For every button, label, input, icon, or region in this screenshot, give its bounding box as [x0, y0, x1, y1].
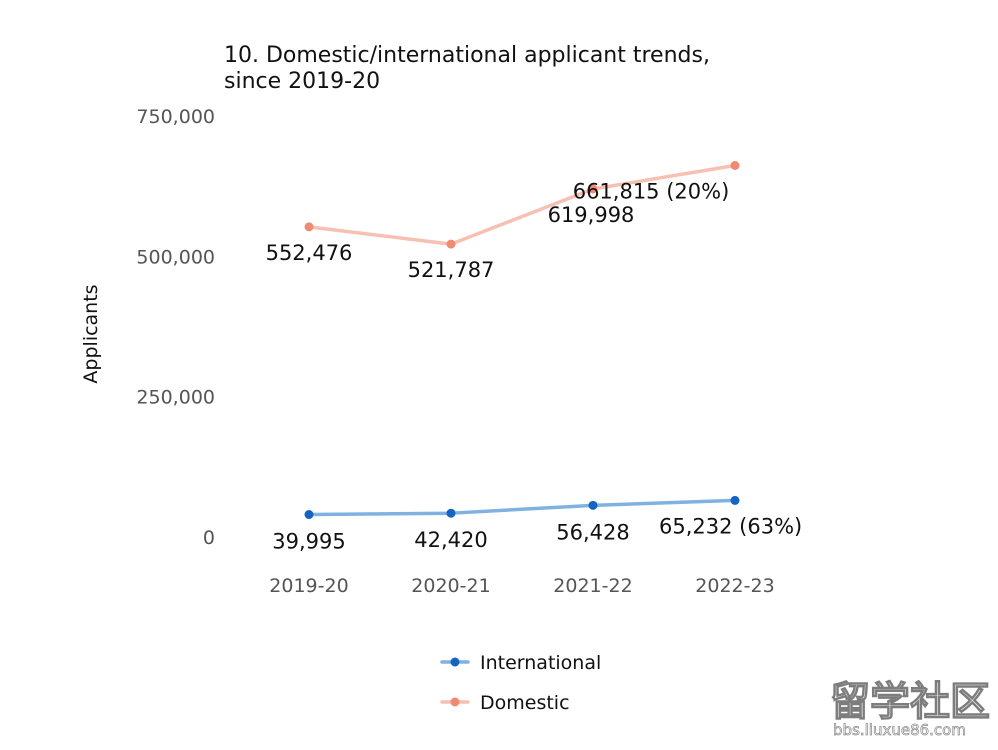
watermark: 留学社区 bbs.liuxue86.com [829, 678, 990, 739]
data-label-international: 39,995 [272, 530, 345, 554]
watermark-sub: bbs.liuxue86.com [833, 721, 966, 739]
data-labels: 39,995 42,420 56,428 65,232 (63%) 552,476 521… [266, 180, 803, 554]
legend: International Domestic [440, 652, 601, 714]
data-point-domestic [730, 161, 740, 171]
series-points [304, 161, 740, 520]
x-tick-label: 2020-21 [411, 575, 490, 597]
data-point-international [588, 500, 598, 510]
data-label-international: 65,232 (63%) [659, 514, 802, 538]
watermark-main: 留学社区 [830, 679, 990, 725]
x-axis-ticks: 2019-20 2020-21 2021-22 2022-23 [269, 575, 774, 597]
chart-title-line-1: 10. Domestic/international applicant tre… [224, 43, 710, 68]
data-point-domestic [588, 184, 598, 194]
y-tick-label: 0 [203, 527, 215, 549]
y-axis-label: Applicants [80, 284, 102, 383]
data-point-international [304, 510, 314, 520]
legend-label-domestic: Domestic [480, 692, 570, 714]
series-lines [307, 163, 737, 517]
series-line-domestic [307, 163, 737, 246]
x-tick-label: 2019-20 [269, 575, 348, 597]
chart-title-line-2: since 2019-20 [224, 69, 380, 94]
data-point-international [730, 495, 740, 505]
data-point-domestic [304, 222, 314, 232]
legend-label-international: International [480, 652, 601, 674]
data-label-domestic: 521,787 [408, 258, 495, 282]
data-point-international [446, 508, 456, 518]
data-label-international: 56,428 [556, 520, 629, 544]
x-tick-label: 2021-22 [553, 575, 632, 597]
y-tick-label: 250,000 [136, 387, 215, 409]
data-label-domestic: 661,815 (20%) [573, 180, 730, 204]
y-axis-ticks: 0 250,000 500,000 750,000 [136, 106, 215, 549]
y-tick-label: 500,000 [136, 246, 215, 268]
data-label-domestic: 552,476 [266, 241, 353, 265]
legend-swatch-marker-international [450, 657, 460, 667]
x-tick-label: 2022-23 [695, 575, 774, 597]
data-label-international: 42,420 [414, 528, 487, 552]
data-point-domestic [446, 239, 456, 249]
y-tick-label: 750,000 [136, 106, 215, 128]
legend-swatch-marker-domestic [450, 697, 460, 707]
series-line-international [307, 498, 737, 517]
data-label-domestic: 619,998 [548, 203, 635, 227]
